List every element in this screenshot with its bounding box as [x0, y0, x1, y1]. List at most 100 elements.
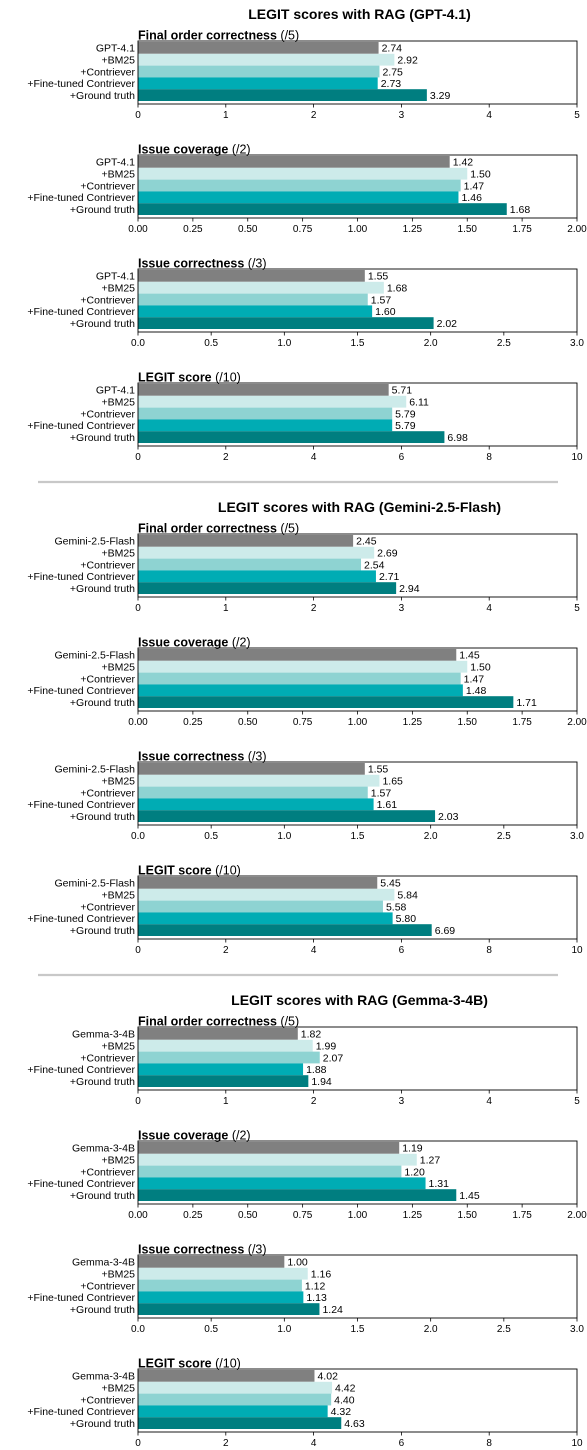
bar-ground — [138, 810, 436, 822]
x-tick-label: 0.5 — [204, 831, 218, 842]
x-tick-label: 2.00 — [567, 224, 587, 235]
category-label: GPT-4.1 — [96, 157, 135, 169]
x-tick-label: 6 — [399, 945, 405, 956]
bar-finetuned — [138, 912, 393, 925]
value-label: 1.45 — [459, 650, 480, 662]
value-label: 1.88 — [306, 1064, 327, 1076]
category-label: +BM25 — [101, 1041, 135, 1053]
value-label: 5.79 — [395, 420, 416, 432]
bar-bm25 — [138, 660, 468, 673]
value-label: 1.50 — [470, 662, 491, 674]
x-tick-label: 2 — [223, 1438, 229, 1449]
panel-title-main: LEGIT score — [138, 371, 212, 385]
category-label: +Fine-tuned Contriever — [27, 306, 135, 318]
category-label: +Contriever — [80, 901, 135, 913]
panel-title-main: Final order correctness — [138, 522, 277, 536]
panel-2: Issue coverage (/2) 1.19 Gemma-3-4B 1.27 +BM… — [27, 1129, 587, 1222]
panel-title: Issue correctness (/3) — [138, 750, 267, 764]
x-tick-label: 0.50 — [238, 1210, 258, 1221]
x-tick-label: 0.0 — [131, 1324, 145, 1335]
x-tick-label: 10 — [571, 452, 583, 463]
bar-finetuned — [138, 1405, 328, 1418]
value-label: 4.63 — [344, 1418, 365, 1430]
bar-ground — [138, 1303, 320, 1315]
x-tick-label: 1.50 — [458, 717, 478, 728]
category-label: +Contriever — [80, 1394, 135, 1406]
panel-3: Issue correctness (/3) 1.55 Gemini-2.5-Fla… — [27, 750, 584, 843]
bar-contriever — [138, 293, 368, 306]
value-label: 1.19 — [402, 1143, 423, 1155]
bar-contriever — [138, 179, 461, 192]
category-label: +Ground truth — [70, 1418, 135, 1430]
x-tick-label: 0.50 — [238, 717, 258, 728]
panel-1: Final order correctness (/5) 2.74 GPT-4.1 2… — [27, 29, 580, 122]
value-label: 5.84 — [397, 890, 418, 902]
panel-title: Final order correctness (/5) — [138, 29, 299, 43]
panel-title-main: Issue correctness — [138, 257, 244, 271]
value-label: 6.11 — [409, 397, 429, 409]
category-label: +BM25 — [101, 1155, 135, 1167]
panel-title-scale: (/2) — [228, 143, 250, 157]
bar-finetuned — [138, 1291, 304, 1304]
category-label: +BM25 — [101, 397, 135, 409]
panel-title-scale: (/10) — [212, 864, 241, 878]
x-tick-label: 1.00 — [348, 224, 368, 235]
panel-4: LEGIT score (/10) 4.02 Gemma-3-4B 4.42 +BM25… — [27, 1357, 583, 1450]
bar-finetuned — [138, 419, 393, 432]
x-tick-label: 10 — [571, 1438, 583, 1449]
x-tick-label: 3 — [399, 603, 405, 614]
category-label: Gemma-3-4B — [72, 1029, 135, 1041]
section-title: LEGIT scores with RAG (GPT-4.1) — [248, 6, 470, 22]
x-tick-label: 4 — [486, 110, 492, 121]
section-title: LEGIT scores with RAG (Gemma-3-4B) — [231, 992, 488, 1008]
x-tick-label: 3.0 — [570, 1324, 584, 1335]
x-tick-label: 2 — [311, 603, 317, 614]
plot-frame — [137, 382, 578, 447]
x-tick-label: 3 — [399, 1096, 405, 1107]
panel-title-scale: (/3) — [244, 750, 266, 764]
panel-title-main: LEGIT score — [138, 864, 212, 878]
value-label: 1.47 — [464, 180, 485, 192]
value-label: 1.12 — [305, 1280, 326, 1292]
bar-ground — [138, 696, 514, 708]
x-tick-label: 2.5 — [497, 1324, 511, 1335]
bar-finetuned — [138, 798, 374, 811]
category-label: +Fine-tuned Contriever — [27, 1406, 135, 1418]
bar-bm25 — [138, 281, 384, 294]
value-label: 1.71 — [516, 697, 537, 709]
category-label: +Contriever — [80, 294, 135, 306]
category-label: +BM25 — [101, 169, 135, 181]
x-tick-label: 2.00 — [567, 717, 587, 728]
value-label: 1.16 — [311, 1269, 332, 1281]
bar-base — [138, 270, 365, 282]
value-label: 1.42 — [453, 157, 474, 169]
x-tick-label: 1.00 — [348, 717, 368, 728]
panel-title: LEGIT score (/10) — [138, 371, 241, 385]
x-tick-label: 1 — [223, 110, 229, 121]
category-label: +BM25 — [101, 1383, 135, 1395]
panel-title-main: LEGIT score — [138, 1357, 212, 1371]
plot-frame — [137, 1026, 578, 1091]
value-label: 4.42 — [335, 1383, 356, 1395]
x-tick-label: 2.0 — [424, 1324, 438, 1335]
value-label: 2.03 — [438, 811, 459, 823]
x-tick-label: 3.0 — [570, 338, 584, 349]
bar-ground — [138, 317, 434, 329]
bar-ground — [138, 89, 427, 101]
category-label: +BM25 — [101, 890, 135, 902]
bar-contriever — [138, 672, 461, 685]
bar-ground — [138, 924, 432, 936]
plot-frame — [137, 875, 578, 940]
value-label: 1.27 — [420, 1155, 441, 1167]
panel-title-main: Issue coverage — [138, 636, 228, 650]
category-label: Gemma-3-4B — [72, 1371, 135, 1383]
value-label: 1.68 — [510, 204, 531, 216]
panel-title-scale: (/2) — [228, 1129, 250, 1143]
x-tick-label: 0.0 — [131, 831, 145, 842]
bar-finetuned — [138, 1063, 304, 1076]
x-tick-label: 2 — [223, 945, 229, 956]
value-label: 4.02 — [317, 1371, 338, 1383]
bar-base — [138, 384, 389, 396]
panel-title: Final order correctness (/5) — [138, 1015, 299, 1029]
